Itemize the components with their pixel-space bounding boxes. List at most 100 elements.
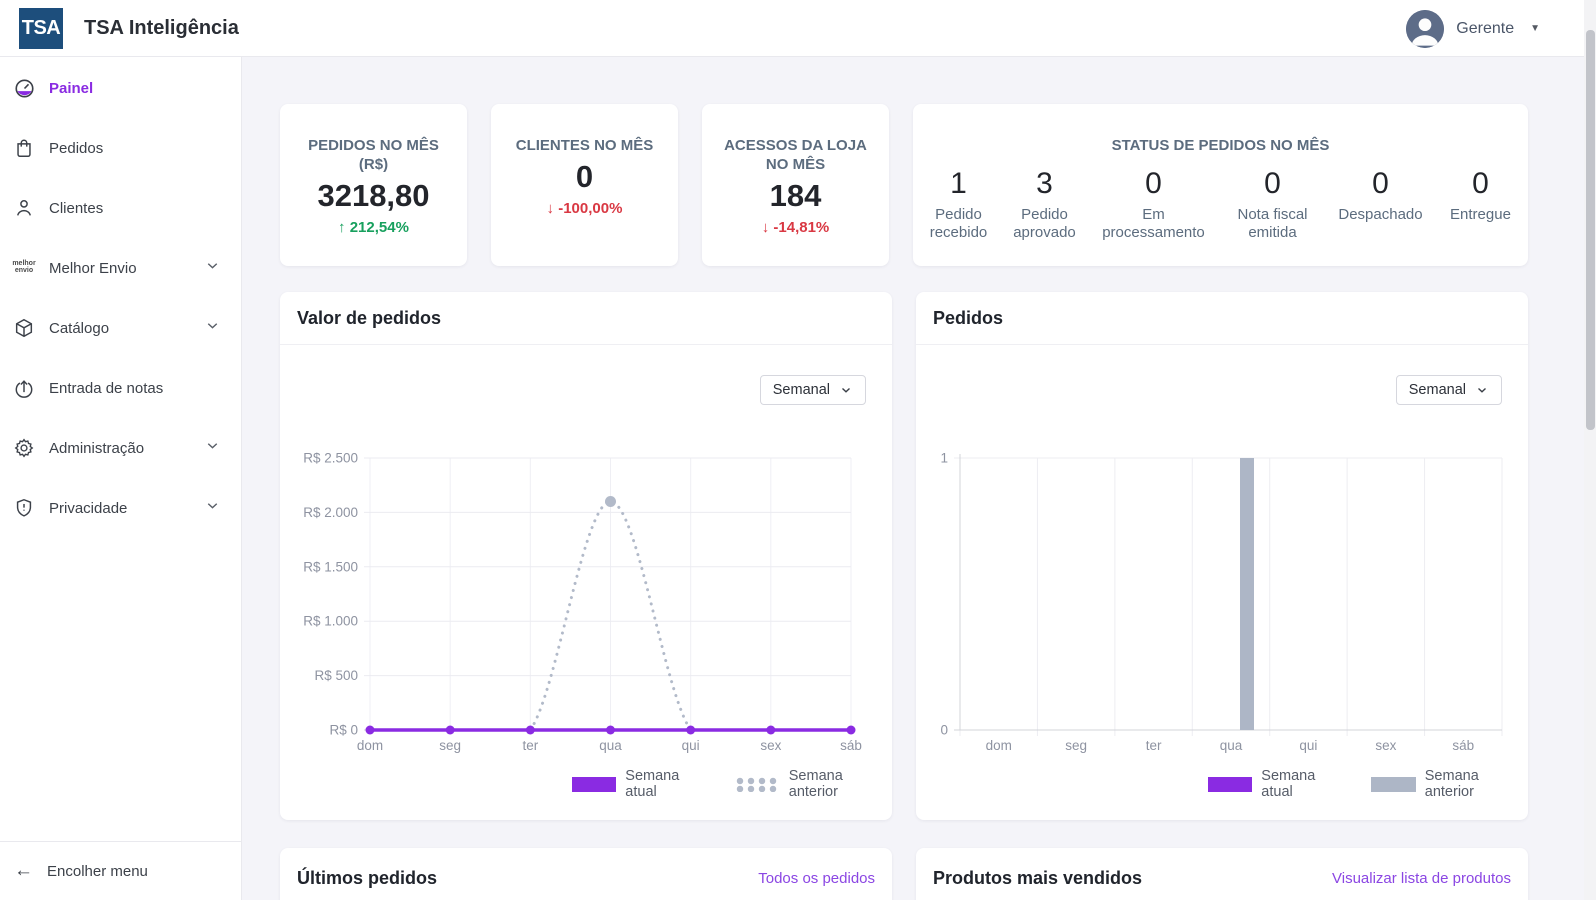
kpi-value: 184 bbox=[769, 177, 822, 213]
chart-title: Pedidos bbox=[933, 307, 1004, 328]
svg-text:1: 1 bbox=[940, 451, 948, 466]
svg-text:seg: seg bbox=[1065, 738, 1087, 753]
person-icon bbox=[12, 196, 36, 220]
sidebar-item-label: Pedidos bbox=[49, 139, 104, 157]
scrollbar-thumb[interactable] bbox=[1585, 30, 1595, 430]
status-card: STATUS DE PEDIDOS NO MÊS 1 Pedido recebi… bbox=[913, 104, 1528, 266]
sidebar-item-label: Clientes bbox=[49, 199, 104, 217]
user-menu[interactable]: Gerente ▼ bbox=[1406, 0, 1540, 57]
svg-text:qui: qui bbox=[682, 738, 700, 753]
kpi-title: ACESSOS DA LOJA NO MÊS bbox=[724, 137, 867, 173]
kpi-value: 3218,80 bbox=[317, 177, 430, 213]
svg-text:0: 0 bbox=[940, 723, 948, 738]
card-ultimos-pedidos: Últimos pedidos Todos os pedidos bbox=[280, 848, 892, 900]
legend-label[interactable]: Semana atual bbox=[1261, 768, 1316, 800]
sidebar-item-pedidos[interactable]: Pedidos bbox=[0, 118, 241, 178]
sidebar-item-administracao[interactable]: Administração bbox=[0, 418, 241, 478]
chevron-down-icon bbox=[204, 257, 221, 279]
svg-text:qui: qui bbox=[1299, 738, 1317, 753]
svg-text:R$ 2.000: R$ 2.000 bbox=[303, 505, 358, 520]
legend-swatch-semana-anterior[interactable] bbox=[735, 776, 780, 792]
sidebar-item-entrada-de-notas[interactable]: Entrada de notas bbox=[0, 358, 241, 418]
svg-text:sex: sex bbox=[1375, 738, 1396, 753]
card-title: Últimos pedidos bbox=[297, 868, 438, 888]
kpi-card-acessos-da-loja: ACESSOS DA LOJA NO MÊS 184 ↓ -14,81% bbox=[702, 104, 889, 266]
all-orders-link[interactable]: Todos os pedidos bbox=[758, 870, 875, 887]
melhor-envio-logo: melhor envio bbox=[12, 260, 36, 274]
card-header: Últimos pedidos Todos os pedidos bbox=[297, 868, 875, 889]
kpi-delta: ↑ 212,54% bbox=[338, 218, 409, 236]
kpi-title: PEDIDOS NO MÊS (R$) bbox=[308, 137, 439, 173]
status-item-nota-fiscal-emitida: 0 Nota fiscal emitida bbox=[1237, 166, 1308, 241]
svg-text:sáb: sáb bbox=[840, 738, 862, 753]
kpi-delta: ↓ -100,00% bbox=[546, 199, 623, 217]
sidebar-item-label: Administração bbox=[49, 439, 145, 457]
sidebar-item-label: Privacidade bbox=[49, 499, 128, 517]
sidebar-item-catalogo[interactable]: Catálogo bbox=[0, 298, 241, 358]
collapse-menu-button[interactable]: ← Encolher menu bbox=[0, 841, 241, 900]
line-chart: dom seg ter qua qui sex sáb R$ 0 R$ 500 R$ 1.000 R… bbox=[303, 451, 862, 754]
svg-text:R$ 2.500: R$ 2.500 bbox=[303, 451, 358, 466]
chevron-down-icon bbox=[204, 317, 221, 339]
status-item-pedido-aprovado: 3 Pedido aprovado bbox=[1013, 166, 1076, 241]
legend-label[interactable]: Semana atual bbox=[625, 768, 680, 800]
chart-card-pedidos: Pedidos Semanal 0 1 dom seg ter qua qui sex sáb … bbox=[916, 292, 1528, 820]
arrow-left-icon: ← bbox=[14, 860, 33, 881]
chevron-down-icon bbox=[842, 388, 850, 393]
collapse-menu-label: Encolher menu bbox=[47, 862, 148, 880]
gear-icon bbox=[12, 436, 36, 460]
status-item-em-processamento: 0 Em processamento bbox=[1102, 166, 1205, 241]
legend-swatch-semana-anterior[interactable] bbox=[1371, 776, 1416, 792]
status-item-pedido-recebido: 1 Pedido recebido bbox=[929, 166, 988, 241]
user-name: Gerente bbox=[1456, 19, 1515, 37]
sidebar-item-label: Melhor Envio bbox=[49, 259, 137, 277]
svg-text:qua: qua bbox=[599, 738, 622, 753]
shopping-bag-icon bbox=[12, 136, 36, 160]
sidebar-item-privacidade[interactable]: Privacidade bbox=[0, 478, 241, 538]
card-produtos-mais-vendidos: Produtos mais vendidos Visualizar lista … bbox=[916, 848, 1528, 900]
period-select[interactable]: Semanal bbox=[1395, 375, 1502, 405]
svg-text:sáb: sáb bbox=[1452, 738, 1474, 753]
chart-card-header: Pedidos bbox=[916, 292, 1528, 345]
legend-swatch-semana-atual[interactable] bbox=[1208, 776, 1253, 792]
kpi-title: CLIENTES NO MÊS bbox=[515, 137, 654, 154]
scrollbar[interactable] bbox=[1584, 0, 1596, 900]
kpi-card-clientes-no-mes: CLIENTES NO MÊS 0 ↓ -100,00% bbox=[491, 104, 678, 266]
svg-text:qua: qua bbox=[1220, 738, 1243, 753]
kpi-card-pedidos-no-mes: PEDIDOS NO MÊS (R$) 3218,80 ↑ 212,54% bbox=[280, 104, 467, 266]
sidebar: Painel Pedidos Clientes melhor en bbox=[0, 57, 242, 900]
sidebar-nav: Painel Pedidos Clientes melhor en bbox=[0, 58, 241, 538]
period-select[interactable]: Semanal bbox=[759, 375, 866, 405]
sidebar-item-label: Catálogo bbox=[49, 319, 110, 337]
sidebar-item-painel[interactable]: Painel bbox=[0, 58, 241, 118]
chevron-down-icon bbox=[204, 437, 221, 459]
legend-swatch-semana-atual[interactable] bbox=[572, 776, 617, 792]
kpi-row: PEDIDOS NO MÊS (R$) 3218,80 ↑ 212,54% CL… bbox=[280, 104, 1528, 266]
sidebar-item-label: Entrada de notas bbox=[49, 379, 164, 397]
arrow-down-icon: ↓ bbox=[546, 199, 555, 217]
chart-card-header: Valor de pedidos bbox=[280, 292, 892, 345]
chart-legend: Semana atual Semana anterior bbox=[572, 768, 892, 800]
box-icon bbox=[12, 316, 36, 340]
sidebar-item-label: Painel bbox=[49, 79, 94, 97]
shield-icon bbox=[12, 496, 36, 520]
svg-text:dom: dom bbox=[357, 738, 383, 753]
legend-label[interactable]: Semana anterior bbox=[788, 768, 843, 800]
legend-label[interactable]: Semana anterior bbox=[1424, 768, 1479, 800]
status-items: 1 Pedido recebido 3 Pedido aprovado 0 Em… bbox=[913, 167, 1528, 242]
tsa-logo-text: TSA bbox=[21, 16, 61, 39]
product-list-link[interactable]: Visualizar lista de produtos bbox=[1332, 870, 1511, 887]
card-header: Produtos mais vendidos Visualizar lista … bbox=[933, 868, 1511, 889]
svg-text:R$ 0: R$ 0 bbox=[329, 723, 358, 738]
chart-card-valor-de-pedidos: Valor de pedidos Semanal dom seg ter qua qui… bbox=[280, 292, 892, 820]
arrow-up-icon: ↑ bbox=[338, 218, 346, 236]
main-content: PEDIDOS NO MÊS (R$) 3218,80 ↑ 212,54% CL… bbox=[242, 57, 1584, 900]
chevron-down-icon bbox=[1478, 388, 1486, 393]
bar-chart: 0 1 dom seg ter qua qui sex sáb bbox=[940, 451, 1503, 753]
kpi-delta: ↓ -14,81% bbox=[761, 218, 830, 236]
arrow-down-icon: ↓ bbox=[761, 218, 770, 236]
svg-text:R$ 1.000: R$ 1.000 bbox=[303, 614, 358, 629]
sidebar-item-melhor-envio[interactable]: melhor envio Melhor Envio bbox=[0, 238, 241, 298]
bottom-row: Últimos pedidos Todos os pedidos Produto… bbox=[280, 848, 1528, 900]
sidebar-item-clientes[interactable]: Clientes bbox=[0, 178, 241, 238]
